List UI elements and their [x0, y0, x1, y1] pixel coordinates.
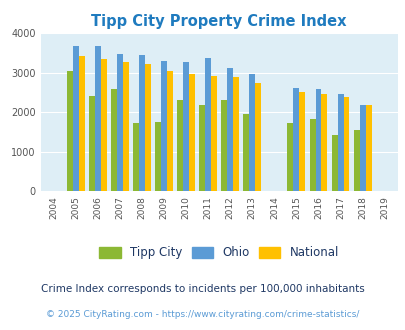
Bar — [101, 59, 107, 191]
Bar — [111, 89, 117, 191]
Bar — [337, 94, 343, 191]
Bar — [205, 58, 211, 191]
Bar — [183, 62, 189, 191]
Bar — [95, 47, 101, 191]
Bar — [243, 114, 249, 191]
Bar — [293, 88, 298, 191]
Bar — [139, 55, 145, 191]
Bar — [177, 100, 183, 191]
Bar — [123, 61, 129, 191]
Bar — [167, 71, 173, 191]
Bar — [117, 54, 123, 191]
Bar — [89, 96, 95, 191]
Bar — [232, 77, 239, 191]
Bar — [189, 74, 195, 191]
Bar — [353, 130, 359, 191]
Bar — [227, 68, 232, 191]
Bar — [331, 135, 337, 191]
Bar — [211, 76, 217, 191]
Bar — [287, 123, 293, 191]
Bar — [315, 89, 321, 191]
Bar — [309, 118, 315, 191]
Bar — [249, 74, 255, 191]
Bar — [321, 94, 326, 191]
Bar — [343, 97, 349, 191]
Bar — [255, 83, 260, 191]
Bar — [298, 92, 305, 191]
Bar — [199, 105, 205, 191]
Bar — [161, 61, 167, 191]
Legend: Tipp City, Ohio, National: Tipp City, Ohio, National — [94, 242, 343, 264]
Bar — [359, 105, 364, 191]
Title: Tipp City Property Crime Index: Tipp City Property Crime Index — [91, 14, 346, 29]
Text: © 2025 CityRating.com - https://www.cityrating.com/crime-statistics/: © 2025 CityRating.com - https://www.city… — [46, 311, 359, 319]
Bar — [364, 105, 371, 191]
Bar — [221, 100, 227, 191]
Bar — [155, 122, 161, 191]
Bar — [133, 123, 139, 191]
Bar — [73, 47, 79, 191]
Bar — [145, 64, 151, 191]
Bar — [79, 56, 85, 191]
Bar — [67, 71, 73, 191]
Text: Crime Index corresponds to incidents per 100,000 inhabitants: Crime Index corresponds to incidents per… — [41, 284, 364, 294]
